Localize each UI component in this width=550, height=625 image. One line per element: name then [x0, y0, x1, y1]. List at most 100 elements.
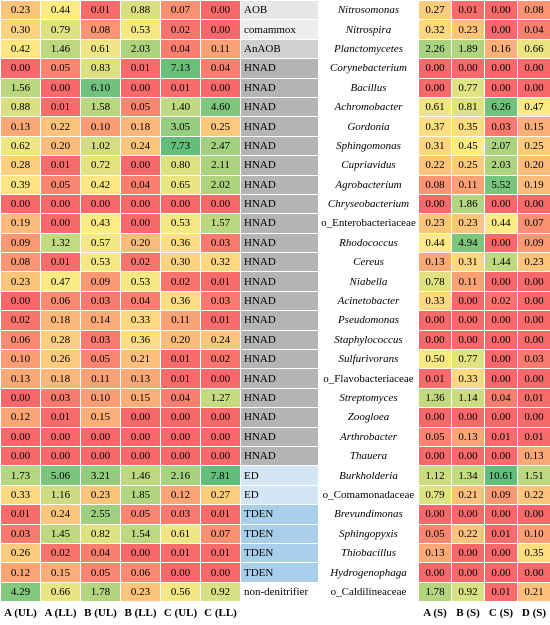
heat-cell: 0.01 [201, 311, 241, 330]
heat-cell: 0.00 [452, 563, 485, 582]
heat-cell: 0.00 [485, 369, 518, 388]
heat-cell: 0.36 [161, 233, 201, 252]
heat-cell: 1.14 [452, 388, 485, 407]
heat-cell: 0.00 [1, 194, 41, 213]
heat-cell: 1.85 [121, 485, 161, 504]
heat-cell: 0.01 [161, 543, 201, 562]
group-label: HNAD [241, 408, 319, 427]
heat-cell: 0.22 [452, 524, 485, 543]
heat-cell: 0.00 [485, 446, 518, 465]
heat-cell: 2.03 [121, 39, 161, 58]
group-label: HNAD [241, 253, 319, 272]
heat-cell: 1.46 [41, 39, 81, 58]
heat-cell: 0.04 [161, 39, 201, 58]
heat-cell: 0.00 [518, 408, 550, 427]
heat-cell: 0.11 [81, 369, 121, 388]
heat-cell: 0.00 [485, 563, 518, 582]
group-label: non-denitrifier [241, 582, 319, 601]
heat-cell: 0.27 [419, 1, 452, 20]
group-label: ED [241, 466, 319, 485]
heat-cell: 2.03 [485, 156, 518, 175]
taxon-label: Agrobacterium [319, 175, 419, 194]
heat-cell: 0.00 [518, 78, 550, 97]
heat-cell: 0.00 [518, 505, 550, 524]
heat-cell: 0.22 [518, 485, 550, 504]
heat-cell: 1.86 [452, 194, 485, 213]
heat-cell: 0.23 [1, 272, 41, 291]
heat-cell: 0.00 [1, 446, 41, 465]
group-label: HNAD [241, 233, 319, 252]
heat-cell: 0.44 [485, 214, 518, 233]
heat-cell: 0.03 [485, 117, 518, 136]
heat-cell: 0.00 [81, 427, 121, 446]
heat-cell: 0.18 [121, 117, 161, 136]
heat-cell: 0.06 [41, 291, 81, 310]
heat-cell: 0.23 [81, 485, 121, 504]
heat-cell: 0.92 [201, 582, 241, 601]
heat-cell: 0.00 [452, 311, 485, 330]
heat-cell: 0.00 [201, 369, 241, 388]
heat-cell: 0.09 [518, 233, 550, 252]
heat-cell: 0.23 [518, 253, 550, 272]
heat-cell: 0.16 [485, 39, 518, 58]
heat-cell: 0.08 [1, 253, 41, 272]
taxon-label: Burkholderia [319, 466, 419, 485]
heat-cell: 0.00 [201, 194, 241, 213]
heat-cell: 0.22 [419, 156, 452, 175]
heat-cell: 0.01 [485, 427, 518, 446]
heat-cell: 0.00 [121, 194, 161, 213]
heat-cell: 0.00 [41, 427, 81, 446]
heat-cell: 0.42 [81, 175, 121, 194]
heat-cell: 0.00 [452, 505, 485, 524]
heat-cell: 0.06 [121, 563, 161, 582]
heat-cell: 7.81 [201, 466, 241, 485]
heat-cell: 0.00 [452, 330, 485, 349]
heat-cell: 0.15 [518, 117, 550, 136]
heat-cell: 0.07 [518, 214, 550, 233]
heat-cell: 0.01 [452, 1, 485, 20]
heat-cell: 0.00 [161, 427, 201, 446]
group-label: HNAD [241, 175, 319, 194]
heat-cell: 0.14 [81, 311, 121, 330]
heat-cell: 0.03 [518, 350, 550, 369]
heat-cell: 0.09 [485, 485, 518, 504]
heat-cell: 0.24 [121, 136, 161, 155]
heat-cell: 0.33 [1, 485, 41, 504]
heat-cell: 0.04 [518, 20, 550, 39]
spacer [319, 602, 419, 625]
heat-cell: 1.73 [1, 466, 41, 485]
heat-cell: 0.53 [121, 20, 161, 39]
heat-cell: 0.25 [452, 156, 485, 175]
heat-cell: 6.10 [81, 78, 121, 97]
heat-cell: 0.53 [161, 214, 201, 233]
heat-cell: 2.07 [485, 136, 518, 155]
heat-cell: 0.92 [452, 582, 485, 601]
heat-cell: 0.00 [485, 272, 518, 291]
heat-cell: 0.05 [81, 563, 121, 582]
heat-cell: 0.61 [161, 524, 201, 543]
heat-cell: 1.32 [41, 233, 81, 252]
heat-cell: 0.20 [518, 156, 550, 175]
heat-cell: 0.50 [419, 350, 452, 369]
taxon-label: Bacillus [319, 78, 419, 97]
heat-cell: 0.83 [81, 59, 121, 78]
heat-cell: 1.45 [41, 524, 81, 543]
heat-cell: 0.13 [518, 446, 550, 465]
heat-cell: 0.20 [161, 330, 201, 349]
heat-cell: 0.77 [452, 78, 485, 97]
taxon-label: Hydrogenophaga [319, 563, 419, 582]
group-label: comammox [241, 20, 319, 39]
heat-cell: 0.01 [518, 388, 550, 407]
group-label: HNAD [241, 446, 319, 465]
heat-cell: 5.06 [41, 466, 81, 485]
heat-cell: 0.82 [81, 524, 121, 543]
heat-cell: 0.04 [161, 388, 201, 407]
heat-cell: 1.51 [518, 466, 550, 485]
